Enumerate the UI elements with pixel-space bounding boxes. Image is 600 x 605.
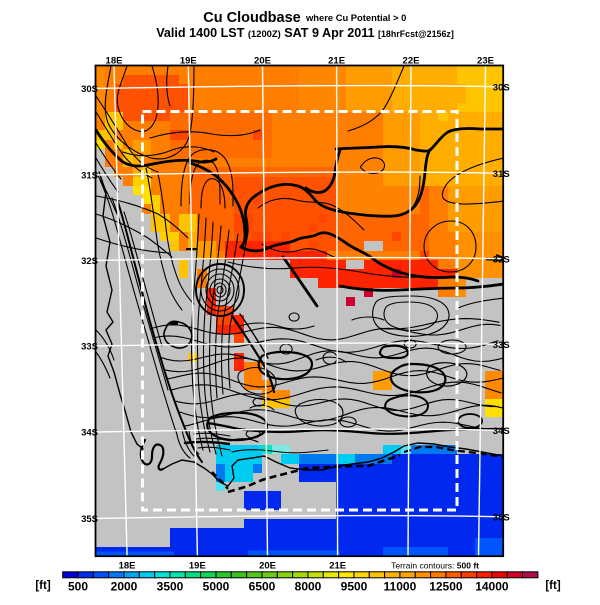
svg-text:21E: 21E [328, 56, 345, 67]
svg-text:35S: 35S [493, 512, 510, 523]
svg-text:20E: 20E [254, 56, 271, 67]
svg-text:31S: 31S [81, 171, 98, 182]
svg-text:14000: 14000 [475, 580, 509, 594]
svg-text:19E: 19E [189, 561, 206, 572]
svg-text:34S: 34S [81, 428, 98, 439]
svg-text:34S: 34S [493, 426, 510, 437]
svg-text:32S: 32S [493, 254, 510, 265]
svg-text:6500: 6500 [249, 580, 276, 594]
svg-text:33S: 33S [493, 340, 510, 351]
svg-text:11000: 11000 [384, 580, 417, 594]
svg-text:[ft]: [ft] [35, 580, 50, 592]
svg-text:where Cu Potential > 0: where Cu Potential > 0 [305, 12, 406, 23]
svg-text:8000: 8000 [295, 580, 322, 594]
svg-text:20E: 20E [259, 561, 276, 572]
svg-text:35S: 35S [81, 514, 98, 525]
svg-text:Cu Cloudbase: Cu Cloudbase [203, 10, 300, 26]
svg-text:33S: 33S [81, 342, 98, 353]
svg-text:30S: 30S [81, 84, 98, 95]
svg-text:3500: 3500 [157, 580, 184, 594]
svg-text:18E: 18E [106, 56, 123, 67]
svg-text:2000: 2000 [111, 580, 138, 594]
svg-text:Valid 1400 LST (1200Z) SAT 9 A: Valid 1400 LST (1200Z) SAT 9 Apr 2011 [1… [156, 26, 454, 40]
svg-text:[ft]: [ft] [545, 580, 560, 592]
svg-text:9500: 9500 [341, 580, 368, 594]
svg-text:500: 500 [68, 580, 88, 594]
svg-text:21E: 21E [329, 561, 346, 572]
svg-text:32S: 32S [81, 256, 98, 267]
svg-text:19E: 19E [180, 56, 197, 67]
svg-text:23E: 23E [477, 56, 494, 67]
svg-text:5000: 5000 [203, 580, 230, 594]
svg-text:31S: 31S [493, 169, 510, 180]
svg-text:18E: 18E [119, 561, 136, 572]
svg-text:12500: 12500 [429, 580, 463, 594]
svg-text:Terrain contours: 500 ft: Terrain contours: 500 ft [391, 561, 479, 571]
svg-text:30S: 30S [493, 82, 510, 93]
svg-text:22E: 22E [403, 56, 420, 67]
